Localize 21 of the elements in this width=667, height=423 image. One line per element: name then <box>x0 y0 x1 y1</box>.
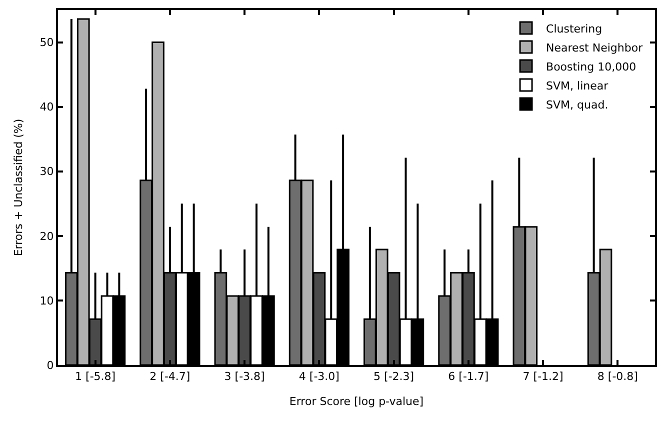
y-tick-label: 40 <box>40 100 54 114</box>
x-tick-label: 3 [-3.8] <box>224 370 265 384</box>
x-tick-label: 5 [-2.3] <box>374 370 414 384</box>
x-tick-label: 7 [-1.2] <box>522 370 564 384</box>
x-tick-label: 6 [-1.7] <box>448 370 489 384</box>
x-tick-label: 4 [-3.0] <box>298 370 340 384</box>
y-tick-label: 10 <box>40 294 54 308</box>
y-tick-label: 30 <box>40 165 54 178</box>
legend-label: Clustering <box>546 22 602 36</box>
x-axis-title: Error Score [log p-value] <box>289 394 424 408</box>
y-tick-label: 50 <box>40 36 54 50</box>
legend-label: Boosting 10,000 <box>546 60 636 74</box>
x-tick-label: 1 [-5.8] <box>75 370 116 384</box>
y-tick-label: 20 <box>40 230 54 243</box>
x-tick-label: 2 [-4.7] <box>150 370 190 384</box>
legend-label: Nearest Neighbor <box>546 41 644 54</box>
legend-label: SVM, quad. <box>546 98 608 112</box>
y-tick-label: 0 <box>46 358 54 372</box>
legend-label: SVM, linear <box>546 79 609 92</box>
y-axis-title: Errors + Unclassified (%) <box>12 118 25 256</box>
x-tick-label: 8 [-0.8] <box>597 370 638 384</box>
